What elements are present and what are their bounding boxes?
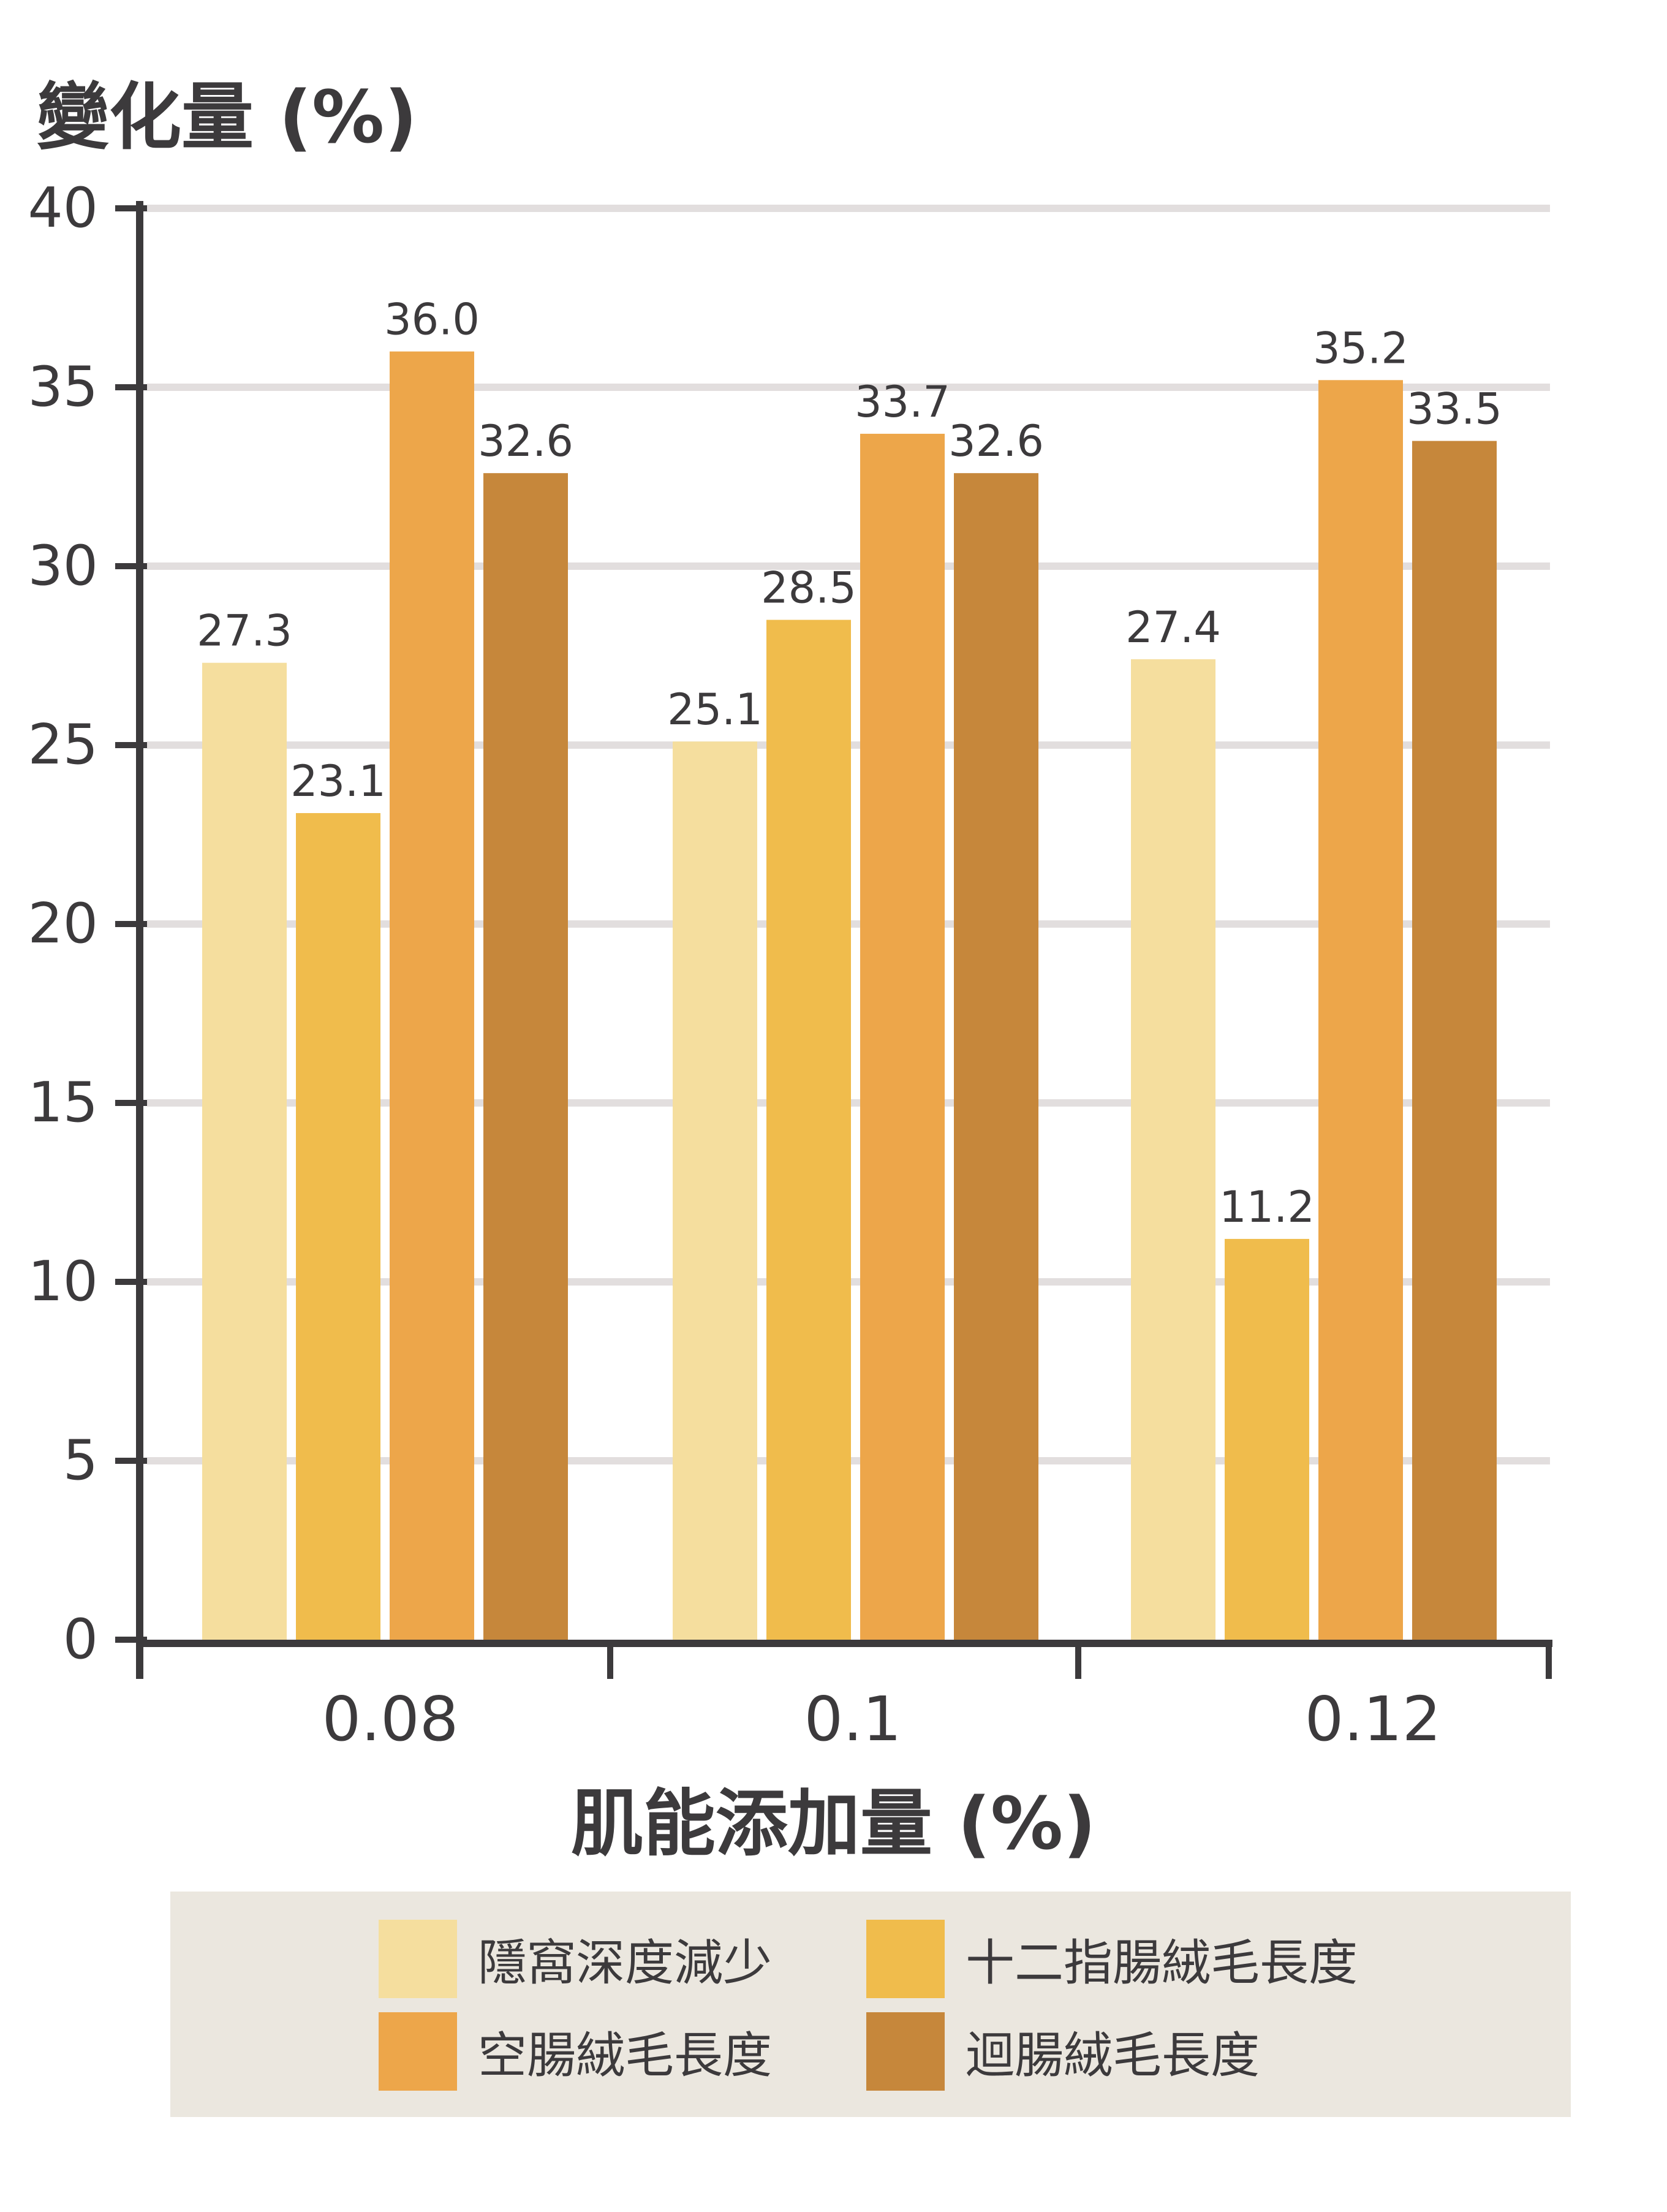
bar xyxy=(202,662,287,1640)
data-label: 32.6 xyxy=(948,416,1044,466)
data-label: 23.1 xyxy=(290,756,386,806)
data-labels: 27.323.136.032.625.128.533.732.627.411.2… xyxy=(197,295,1502,1232)
bar xyxy=(1131,659,1215,1640)
data-label: 33.5 xyxy=(1407,384,1502,434)
y-tick-label: 30 xyxy=(28,534,98,598)
legend-item-duodenum: 十二指腸絨毛長度 xyxy=(866,1919,1358,1999)
legend: 隱窩深度減少 十二指腸絨毛長度 空腸絨毛長度 迴腸絨毛長度 xyxy=(170,1892,1571,2117)
legend-label: 十二指腸絨毛長度 xyxy=(966,1934,1358,1991)
legend-swatch xyxy=(866,1920,945,1998)
bar xyxy=(1412,441,1497,1640)
legend-label: 隱窩深度減少 xyxy=(478,1934,772,1991)
y-tick-label: 5 xyxy=(63,1428,98,1493)
legend-swatch xyxy=(866,2012,945,2091)
legend-swatch xyxy=(379,2012,457,2091)
data-label: 11.2 xyxy=(1219,1182,1315,1232)
data-label: 27.3 xyxy=(197,606,292,656)
axes xyxy=(115,201,1552,1679)
data-label: 36.0 xyxy=(384,295,480,345)
legend-item-crypt-depth: 隱窩深度減少 xyxy=(379,1919,772,1999)
y-tick-label: 40 xyxy=(28,176,98,240)
bar xyxy=(1318,380,1403,1640)
bar xyxy=(766,619,851,1640)
x-tick-labels: 0.08 0.1 0.12 xyxy=(322,1683,1442,1755)
x-tick-label: 0.08 xyxy=(322,1683,459,1755)
y-axis-title: 變化量 (%) xyxy=(37,75,418,159)
x-tick-label: 0.1 xyxy=(804,1683,901,1755)
data-label: 27.4 xyxy=(1125,602,1221,653)
data-label: 35.2 xyxy=(1313,323,1408,373)
bar xyxy=(954,473,1038,1640)
y-tick-label: 20 xyxy=(28,892,98,956)
data-label: 33.7 xyxy=(855,377,950,427)
y-tick-label: 25 xyxy=(28,713,98,777)
bar xyxy=(483,473,568,1640)
y-tick-labels: 0 5 10 15 20 25 30 35 40 xyxy=(28,176,98,1672)
legend-label: 迴腸絨毛長度 xyxy=(966,2027,1260,2084)
y-tick-label: 10 xyxy=(28,1249,98,1314)
legend-label: 空腸絨毛長度 xyxy=(478,2027,772,2084)
legend-item-jejunum: 空腸絨毛長度 xyxy=(379,2012,772,2091)
data-label: 32.6 xyxy=(478,416,573,466)
y-tick-label: 35 xyxy=(28,355,98,419)
legend-item-ileum: 迴腸絨毛長度 xyxy=(866,2012,1260,2091)
bar xyxy=(296,812,380,1640)
x-tick-label: 0.12 xyxy=(1305,1683,1442,1755)
bar xyxy=(860,433,945,1640)
bars xyxy=(202,351,1497,1640)
bar xyxy=(1225,1238,1309,1640)
legend-swatch xyxy=(379,1920,457,1998)
data-label: 28.5 xyxy=(761,563,856,613)
bar xyxy=(673,741,757,1640)
x-axis-title: 肌能添加量 (%) xyxy=(570,1781,1097,1866)
bar xyxy=(390,351,474,1640)
data-label: 25.1 xyxy=(667,684,763,735)
y-tick-label: 0 xyxy=(63,1607,98,1672)
y-tick-label: 15 xyxy=(28,1070,98,1135)
